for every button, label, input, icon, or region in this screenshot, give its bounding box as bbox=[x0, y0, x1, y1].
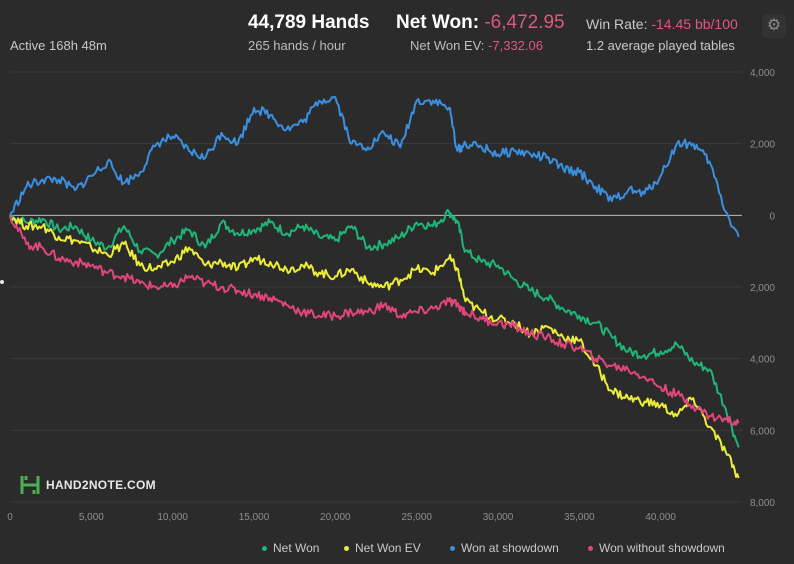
y-tick-label: 4,000 bbox=[750, 355, 775, 366]
series-line-net-won-ev bbox=[9, 215, 740, 479]
legend-dot bbox=[262, 546, 267, 552]
x-tick-label: 0 bbox=[7, 512, 13, 523]
x-tick-label: 10,000 bbox=[157, 512, 188, 523]
legend-label: Won without showdown bbox=[599, 541, 725, 555]
net-won-ev: Net Won EV: -7,332.06 bbox=[410, 38, 543, 53]
legend-dot bbox=[450, 546, 455, 552]
y-tick-label: 6,000 bbox=[750, 426, 775, 437]
y-tick-label: 2,000 bbox=[750, 283, 775, 294]
y-tick-label: 2,000 bbox=[750, 140, 775, 151]
net-won-ev-label: Net Won EV: bbox=[410, 38, 485, 53]
handle-dot bbox=[0, 280, 4, 284]
y-tick-label: 4,000 bbox=[750, 68, 775, 79]
x-tick-label: 5,000 bbox=[79, 512, 104, 523]
hands-per-hour: 265 hands / hour bbox=[248, 38, 346, 53]
series-line-net-won bbox=[9, 208, 740, 448]
legend-dot bbox=[344, 546, 349, 552]
gear-icon[interactable]: ⚙ bbox=[762, 14, 786, 38]
win-rate-value: -14.45 bb/100 bbox=[651, 16, 738, 32]
hands-count: 44,789 Hands bbox=[248, 12, 370, 33]
series-line-won-without-showdown bbox=[9, 215, 740, 426]
hand2note-logo: HAND2NOTE.COM bbox=[20, 474, 156, 496]
legend-label: Net Won bbox=[273, 541, 320, 555]
x-tick-label: 20,000 bbox=[320, 512, 351, 523]
legend-dot bbox=[588, 546, 593, 552]
active-time: Active 168h 48m bbox=[10, 38, 107, 53]
legend-won-without-showdown[interactable]: Won without showdown bbox=[588, 541, 725, 555]
logo-text: HAND2NOTE.COM bbox=[46, 478, 156, 492]
net-won: Net Won: -6,472.95 bbox=[396, 12, 565, 34]
avg-tables: 1.2 average played tables bbox=[586, 38, 735, 53]
net-won-ev-value: -7,332.06 bbox=[488, 38, 543, 53]
legend-won-at-showdown[interactable]: Won at showdown bbox=[450, 541, 559, 555]
win-rate-label: Win Rate: bbox=[586, 16, 648, 32]
h-logo-icon bbox=[20, 476, 40, 494]
x-tick-label: 25,000 bbox=[401, 512, 432, 523]
legend-net-won[interactable]: Net Won bbox=[262, 541, 319, 555]
net-won-value: -6,472.95 bbox=[484, 12, 565, 33]
y-tick-label: 8,000 bbox=[750, 498, 775, 509]
y-tick-label: 0 bbox=[769, 211, 775, 222]
x-tick-label: 30,000 bbox=[483, 512, 514, 523]
chart-legend: Net Won Net Won EV Won at showdown Won w… bbox=[0, 541, 794, 559]
series-line-won-at-showdown bbox=[9, 96, 740, 238]
x-tick-label: 35,000 bbox=[564, 512, 595, 523]
x-tick-label: 15,000 bbox=[239, 512, 270, 523]
legend-label: Net Won EV bbox=[355, 541, 421, 555]
x-tick-label: 40,000 bbox=[645, 512, 676, 523]
net-won-label: Net Won: bbox=[396, 12, 480, 33]
win-rate: Win Rate: -14.45 bb/100 bbox=[586, 16, 738, 32]
legend-label: Won at showdown bbox=[461, 541, 559, 555]
legend-net-won-ev[interactable]: Net Won EV bbox=[344, 541, 421, 555]
